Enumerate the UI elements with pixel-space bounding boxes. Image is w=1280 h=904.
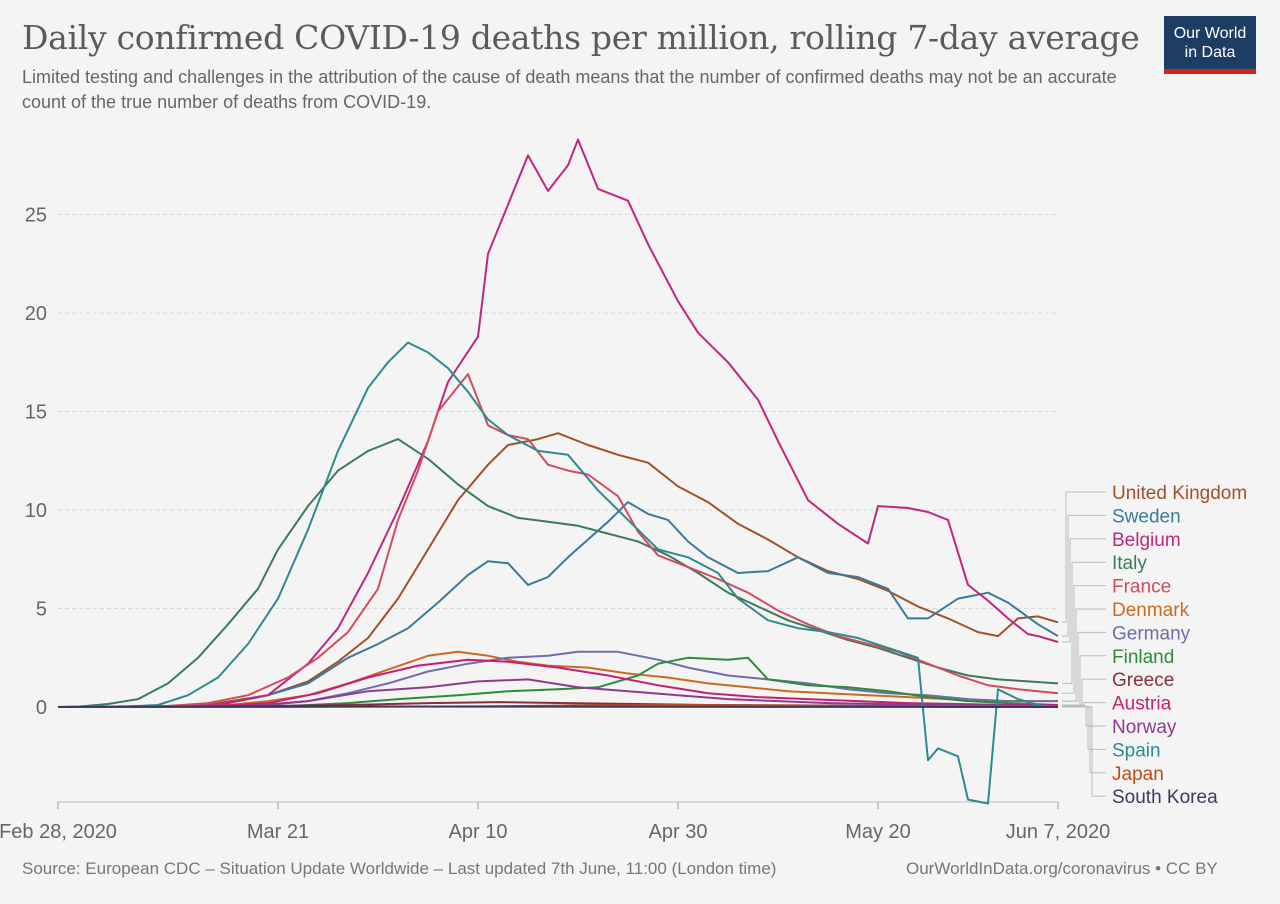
legend-entry-9[interactable]: Austria xyxy=(1112,694,1172,715)
y-tick-20: 20 xyxy=(25,303,47,325)
x-tick-1: Mar 21 xyxy=(247,821,309,843)
x-tick-0: Feb 28, 2020 xyxy=(0,821,117,843)
chart-subtitle: Limited testing and challenges in the at… xyxy=(22,67,1117,112)
legend-entry-5[interactable]: Denmark xyxy=(1112,600,1190,621)
y-tick-5: 5 xyxy=(36,599,47,621)
chart-title: Daily confirmed COVID-19 deaths per mill… xyxy=(22,18,1140,57)
x-axis: Feb 28, 2020 Mar 21 Apr 10 Apr 30 May 20 Jun … xyxy=(0,801,1111,843)
x-tick-4: May 20 xyxy=(845,821,911,843)
series-line-1[interactable] xyxy=(58,501,1059,708)
legend-entry-10[interactable]: Norway xyxy=(1112,717,1177,738)
legend-connector-12 xyxy=(1062,706,1106,774)
legend-entry-8[interactable]: Greece xyxy=(1112,670,1174,691)
logo-line-2: in Data xyxy=(1184,44,1236,61)
x-tick-2: Apr 10 xyxy=(449,821,508,843)
y-tick-10: 10 xyxy=(25,500,47,522)
legend-connector-11 xyxy=(1062,706,1106,750)
legend-connector-5 xyxy=(1062,608,1106,702)
series-line-10[interactable] xyxy=(58,678,1059,708)
source-note: Source: European CDC – Situation Update … xyxy=(22,859,777,878)
legend-entry-2[interactable]: Belgium xyxy=(1112,530,1181,551)
legend-entry-7[interactable]: Finland xyxy=(1112,647,1174,668)
series-line-6[interactable] xyxy=(58,650,1058,708)
y-tick-15: 15 xyxy=(25,402,47,424)
legend-connector-10 xyxy=(1062,705,1106,727)
x-tick-3: Apr 30 xyxy=(649,821,708,843)
series-line-4[interactable] xyxy=(57,373,1059,708)
legend-connector-6 xyxy=(1062,631,1106,702)
series-line-13[interactable] xyxy=(57,705,1059,708)
legend-connector-1 xyxy=(1062,514,1106,637)
legend-connector-13 xyxy=(1062,706,1106,797)
series-line-9[interactable] xyxy=(58,658,1058,708)
series-line-2[interactable] xyxy=(58,138,1059,708)
legend-entry-13[interactable]: South Korea xyxy=(1112,787,1218,808)
series-line-5[interactable] xyxy=(58,650,1058,708)
legend-entry-1[interactable]: Sweden xyxy=(1112,506,1181,527)
legend-entry-3[interactable]: Italy xyxy=(1112,553,1147,574)
legend-connector-4 xyxy=(1062,585,1106,694)
legend-entry-12[interactable]: Japan xyxy=(1112,764,1164,785)
owid-logo[interactable]: Our World in Data xyxy=(1164,16,1256,74)
legend-connector-3 xyxy=(1062,561,1106,684)
legend-connector-2 xyxy=(1062,538,1106,643)
legend-connector-0 xyxy=(1062,491,1106,623)
legend-entry-6[interactable]: Germany xyxy=(1112,623,1191,644)
series-line-3[interactable] xyxy=(57,438,1059,708)
y-tick-25: 25 xyxy=(25,205,47,227)
y-gridlines xyxy=(58,214,1058,609)
logo-line-1: Our World xyxy=(1173,25,1247,42)
series-line-0[interactable] xyxy=(57,432,1059,708)
y-tick-labels: 0 5 10 15 20 25 xyxy=(25,205,47,720)
x-tick-5: Jun 7, 2020 xyxy=(1006,821,1111,843)
y-tick-0: 0 xyxy=(36,697,47,719)
legend-entry-11[interactable]: Spain xyxy=(1112,740,1161,761)
series-line-11[interactable] xyxy=(58,341,1059,805)
series-lines xyxy=(57,138,1059,805)
legend-connector-9 xyxy=(1062,702,1106,706)
owid-link[interactable]: OurWorldInData.org/coronavirus • CC BY xyxy=(906,859,1218,878)
legend-entry-0[interactable]: United Kingdom xyxy=(1112,483,1247,504)
series-line-7[interactable] xyxy=(58,656,1059,708)
legend-connector-7 xyxy=(1062,655,1106,706)
legend-entry-4[interactable]: France xyxy=(1112,577,1171,598)
